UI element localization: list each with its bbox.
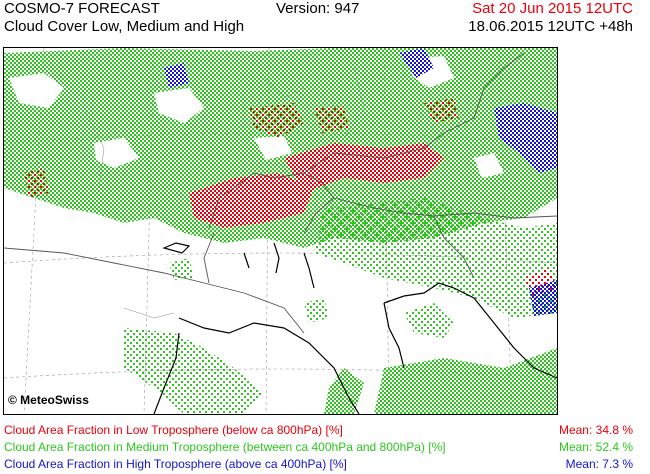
high-cloud-field: [164, 48, 557, 316]
valid-time: Sat 20 Jun 2015 12UTC: [472, 0, 633, 17]
model-title: COSMO-7 FORECAST: [4, 0, 160, 17]
country-borders: [4, 52, 557, 334]
legend-low-cloud: Cloud Area Fraction in Low Troposphere (…: [4, 423, 343, 437]
coastlines: [153, 242, 557, 414]
mean-low-cloud: Mean: 34.8 %: [558, 423, 633, 437]
regional-lines: [43, 67, 365, 319]
version-label: Version: 947: [276, 0, 360, 17]
mean-high-cloud: Mean: 7.3 %: [565, 457, 633, 471]
mean-medium-cloud: Mean: 52.4 %: [558, 440, 633, 454]
low-cloud-field: [24, 98, 557, 298]
clear-sky-patches: [9, 56, 504, 178]
legend-medium-cloud: Cloud Area Fraction in Medium Tropospher…: [4, 440, 446, 454]
product-title: Cloud Cover Low, Medium and High: [4, 18, 245, 35]
medium-cloud-field: [4, 48, 557, 414]
legend-high-cloud: Cloud Area Fraction in High Troposphere …: [4, 457, 347, 471]
run-time: 18.06.2015 12UTC +48h: [468, 18, 633, 35]
meteoswiss-credit: © MeteoSwiss: [8, 393, 89, 407]
forecast-map: [3, 47, 558, 415]
